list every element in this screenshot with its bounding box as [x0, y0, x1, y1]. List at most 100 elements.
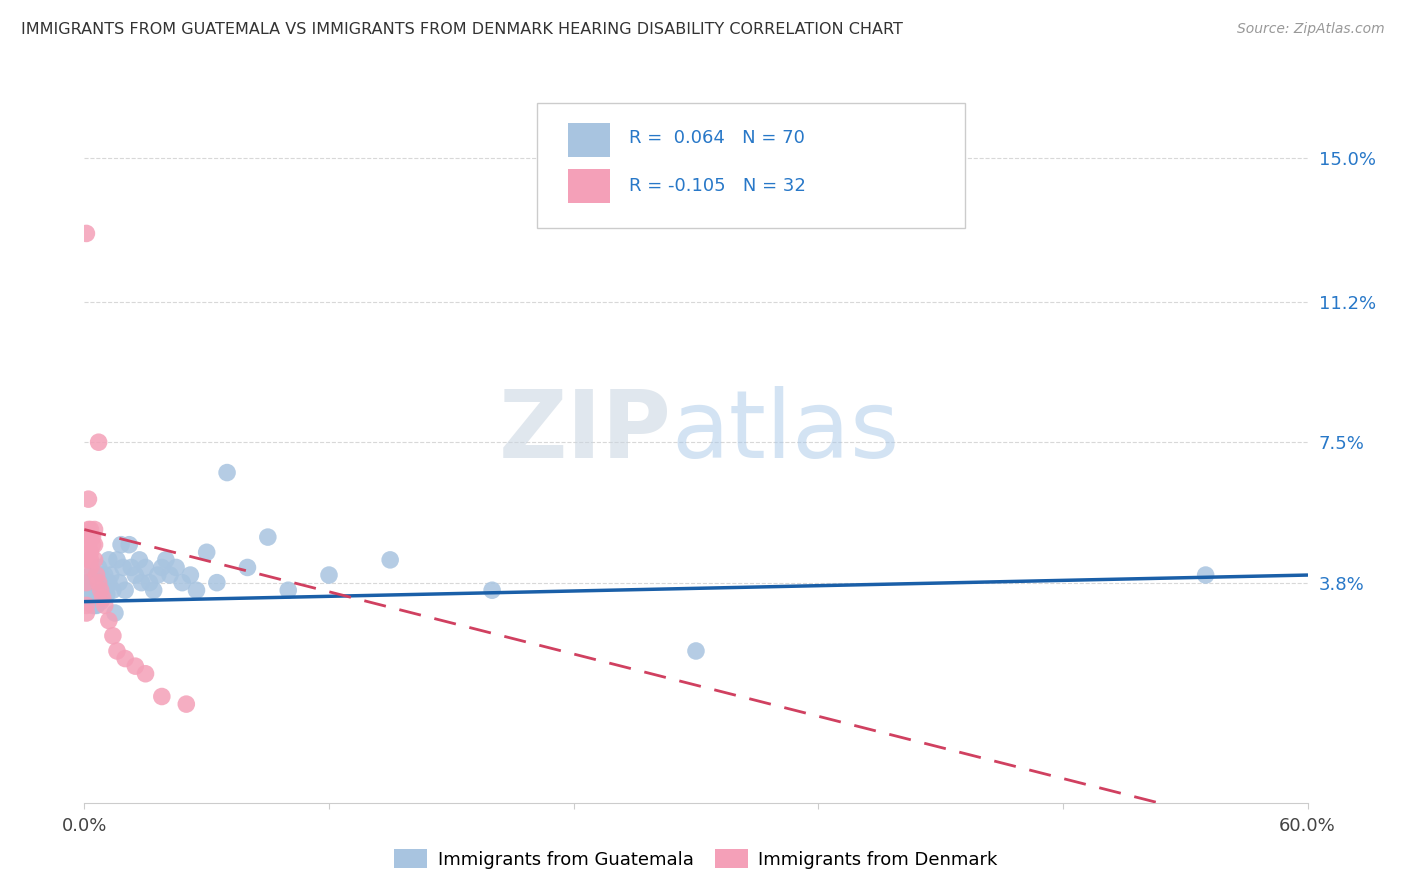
Point [318, 568, 340, 582]
Point [112, 560, 135, 574]
Point [87, 583, 110, 598]
Point [86, 568, 108, 582]
Point [176, 697, 198, 711]
Point [91, 591, 114, 605]
Point [83, 583, 105, 598]
Point [86, 568, 108, 582]
Point [217, 466, 239, 480]
Point [86, 591, 108, 605]
FancyBboxPatch shape [568, 169, 610, 203]
Point [77, 492, 100, 507]
Point [82, 599, 104, 613]
Point [110, 538, 132, 552]
Point [97, 614, 120, 628]
Point [124, 568, 146, 582]
Point [90, 583, 112, 598]
Point [172, 575, 194, 590]
Point [87, 435, 110, 450]
Point [87, 575, 110, 590]
Point [100, 568, 122, 582]
Point [75, 227, 97, 241]
Point [96, 587, 118, 601]
Point [79, 553, 101, 567]
Point [79, 530, 101, 544]
Point [79, 575, 101, 590]
Point [77, 575, 100, 590]
Point [82, 583, 104, 598]
FancyBboxPatch shape [537, 103, 965, 228]
Point [685, 644, 707, 658]
Point [75, 594, 97, 608]
Point [77, 591, 100, 605]
Point [83, 599, 105, 613]
Point [77, 523, 100, 537]
Point [83, 553, 105, 567]
Point [120, 560, 142, 574]
Point [108, 575, 131, 590]
Point [83, 575, 105, 590]
Point [131, 575, 153, 590]
Point [93, 599, 117, 613]
Point [128, 553, 150, 567]
Point [165, 560, 187, 574]
Point [481, 583, 503, 598]
Point [101, 583, 124, 598]
Point [87, 575, 110, 590]
Point [138, 575, 160, 590]
Point [77, 553, 100, 567]
Point [114, 583, 136, 598]
Text: atlas: atlas [672, 385, 900, 478]
Point [79, 568, 101, 582]
Point [195, 545, 218, 559]
Point [91, 575, 114, 590]
Point [86, 599, 108, 613]
Point [96, 575, 118, 590]
Point [236, 560, 259, 574]
Point [135, 560, 157, 574]
Point [93, 568, 117, 582]
Point [77, 583, 100, 598]
Point [90, 594, 112, 608]
Point [205, 575, 228, 590]
Text: R =  0.064   N = 70: R = 0.064 N = 70 [628, 128, 804, 146]
Point [1195, 568, 1218, 582]
Point [82, 530, 104, 544]
Point [150, 560, 173, 574]
Point [104, 606, 127, 620]
Point [118, 538, 141, 552]
Point [97, 553, 120, 567]
Point [83, 538, 105, 552]
Point [277, 583, 299, 598]
Point [79, 587, 101, 601]
Point [155, 553, 177, 567]
Point [91, 587, 114, 601]
Point [86, 575, 108, 590]
Point [79, 594, 101, 608]
Point [87, 560, 110, 574]
Text: R = -0.105   N = 32: R = -0.105 N = 32 [628, 177, 806, 194]
Point [82, 591, 104, 605]
Point [83, 523, 105, 537]
Point [83, 591, 105, 605]
Point [83, 594, 105, 608]
Point [79, 523, 101, 537]
Point [93, 583, 117, 598]
Point [179, 568, 201, 582]
Point [82, 538, 104, 552]
Text: Source: ZipAtlas.com: Source: ZipAtlas.com [1237, 22, 1385, 37]
Point [135, 666, 157, 681]
Point [159, 568, 181, 582]
Point [101, 629, 124, 643]
Point [186, 583, 208, 598]
Point [79, 545, 101, 559]
Point [105, 553, 128, 567]
Point [105, 644, 128, 658]
Point [75, 599, 97, 613]
Text: IMMIGRANTS FROM GUATEMALA VS IMMIGRANTS FROM DENMARK HEARING DISABILITY CORRELAT: IMMIGRANTS FROM GUATEMALA VS IMMIGRANTS … [21, 22, 903, 37]
Point [79, 560, 101, 574]
Point [257, 530, 280, 544]
Point [75, 575, 97, 590]
Point [114, 651, 136, 665]
Point [90, 568, 112, 582]
Legend: Immigrants from Guatemala, Immigrants from Denmark: Immigrants from Guatemala, Immigrants fr… [387, 842, 1005, 876]
